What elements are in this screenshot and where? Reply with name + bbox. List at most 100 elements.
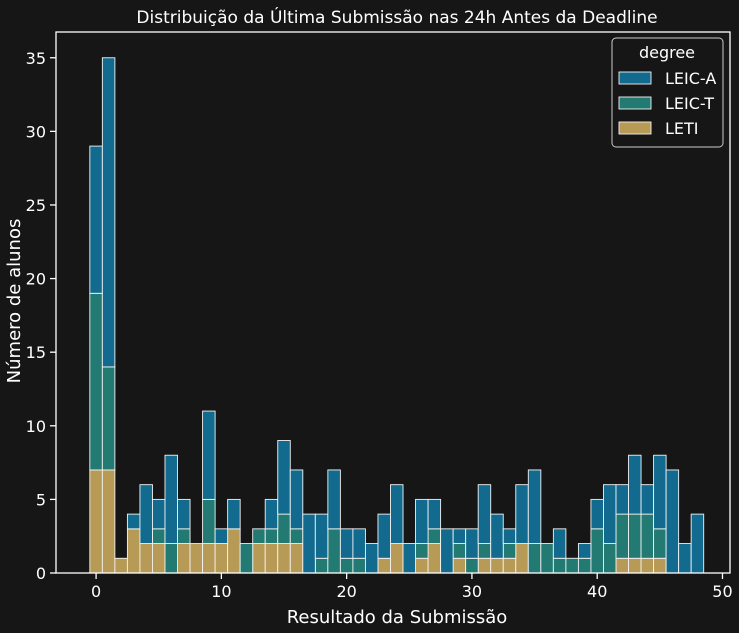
legend-label: LEIC-A	[665, 69, 716, 88]
legend: degree LEIC-A LEIC-T LETI	[611, 37, 724, 148]
bar-leic-a	[314, 513, 329, 559]
x-tick-label: 40	[587, 582, 607, 601]
x-axis-label: Resultado da Submissão	[287, 607, 508, 628]
bar-leic-a	[164, 454, 178, 545]
bar-leic-a	[465, 528, 479, 559]
bar-leti	[126, 528, 141, 574]
bar-leic-a	[177, 498, 191, 530]
bar-leti	[227, 528, 241, 574]
bar-leic-a	[552, 528, 567, 559]
bar-leic-a	[603, 484, 617, 545]
bar-leic-t	[264, 528, 279, 545]
bar-leic-a	[665, 469, 680, 574]
bar-leic-t	[565, 557, 579, 574]
bar-leic-a	[364, 543, 379, 574]
bar-leic-a	[577, 543, 592, 559]
bar-leti	[289, 543, 304, 574]
bar-leic-t	[415, 543, 429, 559]
y-tick-label: 35	[26, 49, 46, 68]
bar-leic-t	[202, 498, 216, 545]
bar-leic-t	[477, 543, 492, 559]
bar-leic-a	[327, 469, 341, 530]
legend-title: degree	[639, 43, 695, 62]
bar-leti	[615, 557, 629, 574]
bar-leic-a	[452, 528, 467, 545]
bar-leti	[452, 557, 467, 574]
chart-title: Distribuição da Última Submissão nas 24h…	[136, 6, 657, 28]
bar-leic-t	[628, 513, 642, 559]
bar-leti	[640, 557, 655, 574]
bar-leti	[139, 543, 153, 574]
legend-label: LEIC-T	[665, 94, 714, 113]
bar-leic-t	[327, 528, 341, 574]
bar-leti	[653, 557, 667, 574]
bar-leic-t	[289, 528, 304, 545]
bar-leic-a	[352, 528, 366, 559]
bar-leic-t	[427, 528, 442, 545]
bar-leic-a	[277, 440, 291, 515]
bar-leic-t	[101, 366, 116, 471]
x-tick-label: 50	[712, 582, 732, 601]
bar-leti	[264, 543, 279, 574]
y-tick-label: 15	[26, 343, 46, 362]
bar-leic-t	[615, 513, 629, 559]
y-tick-label: 30	[26, 122, 46, 141]
y-tick-label: 25	[26, 196, 46, 215]
x-tick-label: 20	[336, 582, 356, 601]
bar-leti	[152, 543, 166, 574]
legend-box	[611, 37, 724, 148]
bar-leic-a	[101, 57, 116, 368]
bar-leti	[101, 469, 116, 574]
bar-leic-a	[628, 454, 642, 515]
bar-layer	[89, 57, 705, 574]
bar-leic-a	[377, 513, 391, 559]
bar-leti	[427, 543, 442, 574]
y-axis-label: Número de alunos	[4, 219, 25, 384]
bar-leic-t	[89, 292, 103, 471]
bar-leic-a	[590, 498, 604, 530]
bar-leic-t	[452, 543, 467, 559]
bar-leic-t	[590, 528, 604, 574]
plot-frame	[55, 31, 731, 574]
bar-leic-a	[202, 410, 216, 500]
bar-leic-a	[477, 484, 492, 545]
bar-leic-a	[640, 484, 655, 515]
bar-leti	[89, 469, 103, 574]
bar-leic-a	[126, 513, 141, 530]
bar-leti	[252, 543, 266, 574]
legend-swatch	[618, 71, 652, 85]
bar-leic-t	[164, 543, 178, 574]
bar-leic-t	[352, 557, 366, 574]
bar-leic-t	[640, 513, 655, 559]
y-tick-label: 20	[26, 270, 46, 289]
bar-leic-a	[690, 513, 705, 574]
bar-leic-a	[502, 528, 517, 545]
bar-leic-t	[277, 513, 291, 545]
y-tick-label: 0	[36, 564, 46, 583]
bar-leic-a	[390, 484, 404, 545]
bar-leic-a	[490, 513, 504, 559]
bar-leti	[415, 557, 429, 574]
bar-leti	[628, 557, 642, 574]
bar-leti	[477, 557, 492, 574]
bar-leic-a	[264, 498, 279, 530]
bar-leic-a	[289, 469, 304, 530]
bar-leic-t	[552, 557, 567, 574]
bar-leic-a	[527, 469, 542, 545]
bar-leti	[114, 557, 128, 574]
bar-leic-a	[139, 484, 153, 545]
bar-leic-t	[339, 557, 354, 574]
bar-leti	[189, 543, 204, 574]
bar-leic-a	[427, 498, 442, 530]
bar-leic-a	[653, 454, 667, 530]
bar-leic-a	[515, 484, 529, 545]
bar-leic-a	[339, 528, 354, 559]
axes-layer: 0 10 20 30 40 50 0 5 10 15 20 25 30 35	[26, 31, 733, 601]
bar-leic-t	[577, 557, 592, 574]
bar-leic-a	[89, 145, 103, 294]
bar-leic-t	[177, 528, 191, 545]
legend-swatch	[618, 121, 652, 135]
y-tick-label: 10	[26, 417, 46, 436]
bar-leic-a	[415, 498, 429, 545]
